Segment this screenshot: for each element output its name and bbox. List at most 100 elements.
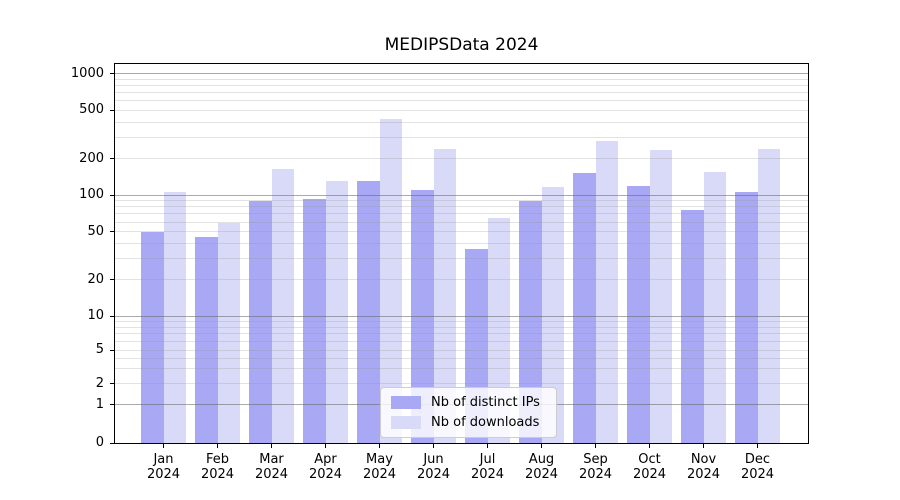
y-tick-label-10: 10 xyxy=(87,308,104,324)
bar-ips-sep xyxy=(573,173,596,443)
x-tick-label-nov: Nov 2024 xyxy=(686,452,721,482)
y-tick-label-100: 100 xyxy=(79,187,104,203)
x-tick-label-sep: Sep 2024 xyxy=(578,452,613,482)
x-tick-mark-nov xyxy=(703,444,704,448)
x-tick-label-dec: Dec 2024 xyxy=(740,452,775,482)
y-tick-mark-500 xyxy=(110,109,114,111)
legend-swatch-1 xyxy=(391,416,421,429)
x-tick-mark-oct xyxy=(649,444,650,448)
gridline-9 xyxy=(115,321,808,322)
gridline-8 xyxy=(115,326,808,328)
bar-ips-mar xyxy=(249,200,272,443)
gridline-800 xyxy=(115,85,808,87)
y-tick-label-0: 0 xyxy=(95,435,104,450)
gridline-5 xyxy=(115,349,808,351)
bar-downloads-aug xyxy=(541,187,564,443)
bar-ips-jan xyxy=(141,231,164,443)
x-tick-label-apr: Apr 2024 xyxy=(308,452,343,482)
x-tick-mark-mar xyxy=(271,444,272,448)
bar-ips-apr xyxy=(303,199,326,443)
gridline-500 xyxy=(115,109,808,111)
gridline-900 xyxy=(115,79,808,80)
y-tick-label-20: 20 xyxy=(87,271,104,287)
gridline-200 xyxy=(115,158,808,160)
y-tick-label-1000: 1000 xyxy=(70,65,104,81)
gridline-3 xyxy=(115,368,808,370)
gridline-300 xyxy=(115,136,808,138)
chart-title: MEDIPSData 2024 xyxy=(384,35,539,55)
x-tick-mark-jan xyxy=(163,444,164,448)
x-tick-mark-aug xyxy=(541,444,542,448)
x-tick-mark-apr xyxy=(325,444,326,448)
y-tick-label-200: 200 xyxy=(79,150,104,166)
y-tick-label-50: 50 xyxy=(87,223,104,239)
x-tick-label-feb: Feb 2024 xyxy=(200,452,235,482)
y-tick-mark-1000 xyxy=(110,73,114,75)
y-tick-label-1: 1 xyxy=(95,396,104,412)
bar-downloads-jan xyxy=(163,192,186,443)
gridline-20 xyxy=(115,279,808,281)
bar-downloads-mar xyxy=(271,168,294,443)
y-tick-mark-50 xyxy=(110,231,114,233)
legend-swatch-0 xyxy=(391,396,421,409)
bar-downloads-jul xyxy=(487,217,510,443)
bar-downloads-feb xyxy=(217,222,240,443)
y-tick-mark-5 xyxy=(110,349,114,351)
x-tick-label-oct: Oct 2024 xyxy=(632,452,667,482)
gridline-2 xyxy=(115,383,808,385)
gridline-70 xyxy=(115,213,808,215)
gridline-40 xyxy=(115,242,808,244)
legend-row-1: Nb of downloads xyxy=(391,415,546,430)
y-tick-mark-200 xyxy=(110,158,114,160)
bar-downloads-apr xyxy=(325,180,348,443)
gridline-6 xyxy=(115,340,808,342)
gridline-400 xyxy=(115,121,808,123)
y-tick-mark-10 xyxy=(110,315,114,317)
plot-area: Nb of distinct IPs Nb of downloads xyxy=(114,63,809,444)
bar-ips-feb xyxy=(195,237,218,443)
x-tick-label-mar: Mar 2024 xyxy=(254,452,289,482)
bar-downloads-oct xyxy=(649,149,672,443)
legend: Nb of distinct IPs Nb of downloads xyxy=(380,387,557,438)
bar-downloads-jun xyxy=(433,148,456,443)
x-tick-label-jan: Jan 2024 xyxy=(146,452,181,482)
x-tick-label-may: May 2024 xyxy=(362,452,397,482)
y-tick-mark-20 xyxy=(110,279,114,281)
bar-downloads-dec xyxy=(757,148,780,443)
gridline-60 xyxy=(115,221,808,223)
y-tick-label-5: 5 xyxy=(95,342,104,358)
bar-ips-nov xyxy=(681,210,704,443)
y-tick-mark-1 xyxy=(110,404,114,406)
y-tick-label-2: 2 xyxy=(95,375,104,391)
bar-ips-aug xyxy=(519,200,542,443)
bar-downloads-nov xyxy=(703,172,726,443)
y-tick-mark-2 xyxy=(110,383,114,385)
x-tick-mark-jun xyxy=(433,444,434,448)
x-tick-mark-jul xyxy=(487,444,488,448)
x-tick-label-jul: Jul 2024 xyxy=(470,452,505,482)
legend-row-0: Nb of distinct IPs xyxy=(391,395,546,410)
gridline-1000 xyxy=(115,73,808,75)
bar-ips-oct xyxy=(627,186,650,443)
x-tick-mark-feb xyxy=(217,444,218,448)
gridline-30 xyxy=(115,258,808,259)
y-tick-label-500: 500 xyxy=(79,102,104,118)
bar-downloads-sep xyxy=(595,140,618,443)
bar-ips-may xyxy=(357,180,380,443)
gridline-10 xyxy=(115,315,808,317)
x-tick-mark-dec xyxy=(757,444,758,448)
legend-label-0: Nb of distinct IPs xyxy=(431,395,540,410)
bar-ips-dec xyxy=(735,192,758,443)
gridline-600 xyxy=(115,100,808,102)
x-tick-mark-sep xyxy=(595,444,596,448)
x-tick-label-jun: Jun 2024 xyxy=(416,452,451,482)
gridline-100 xyxy=(115,194,808,196)
legend-label-1: Nb of downloads xyxy=(431,415,540,430)
gridline-90 xyxy=(115,200,808,202)
y-tick-mark-0 xyxy=(110,442,114,444)
grid-layer xyxy=(115,64,808,443)
gridline-4 xyxy=(115,357,808,359)
gridline-700 xyxy=(115,92,808,94)
x-tick-mark-may xyxy=(379,444,380,448)
x-tick-label-aug: Aug 2024 xyxy=(524,452,559,482)
